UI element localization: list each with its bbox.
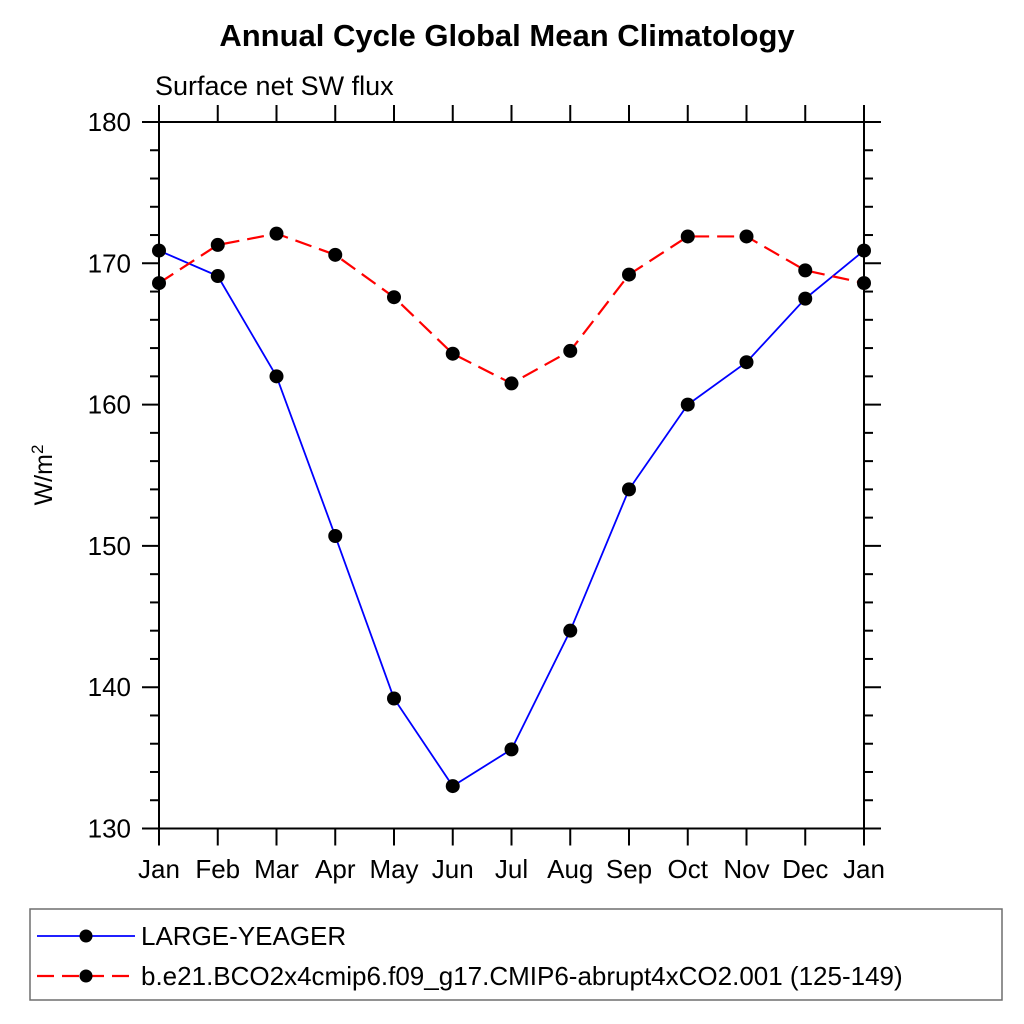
x-tick-label: Apr <box>315 854 356 884</box>
series-line-0 <box>158 249 865 788</box>
y-tick-label: 150 <box>88 531 131 561</box>
x-tick-label: Dec <box>782 854 828 884</box>
data-point-marker <box>504 376 519 391</box>
x-tick-label: Feb <box>195 854 240 884</box>
x-tick-label: Aug <box>547 854 593 884</box>
legend-box <box>29 908 1003 1001</box>
plot-frame <box>158 121 865 830</box>
x-tick-label: Sep <box>606 854 652 884</box>
legend-item-large-yeager: LARGE-YEAGER <box>37 921 346 951</box>
data-point-marker <box>739 355 754 370</box>
legend-marker-abrupt4xco2 <box>79 969 93 983</box>
data-point-marker <box>680 229 695 244</box>
data-point-marker <box>328 247 343 262</box>
y-tick-label: 180 <box>88 107 131 137</box>
data-point-marker <box>857 276 871 291</box>
y-tick-label: 140 <box>88 672 131 702</box>
data-point-marker <box>622 482 636 497</box>
data-point-marker <box>798 263 813 278</box>
data-point-marker <box>269 226 284 241</box>
data-point-marker <box>269 369 284 384</box>
x-tick-label: Jan <box>843 854 885 884</box>
data-point-marker <box>857 243 871 258</box>
legend-label-large-yeager: LARGE-YEAGER <box>141 921 346 951</box>
y-tick-label: 170 <box>88 248 131 278</box>
data-point-marker <box>210 237 225 252</box>
data-point-marker <box>152 276 166 291</box>
chart-title: Annual Cycle Global Mean Climatology <box>219 18 795 53</box>
data-point-marker <box>328 529 343 544</box>
legend-marker-large-yeager <box>79 929 93 943</box>
data-point-marker <box>445 346 460 361</box>
y-axis-label: W/m2 <box>28 445 58 506</box>
legend-item-abrupt4xco2: b.e21.BCO2x4cmip6.f09_g17.CMIP6-abrupt4x… <box>37 961 903 991</box>
x-tick-label: Jul <box>495 854 528 884</box>
data-point-marker <box>622 267 636 282</box>
data-point-marker <box>387 290 401 305</box>
data-point-marker <box>563 623 578 638</box>
data-point-marker <box>210 269 225 284</box>
data-point-marker <box>680 397 695 412</box>
legend-label-abrupt4xco2: b.e21.BCO2x4cmip6.f09_g17.CMIP6-abrupt4x… <box>141 961 903 991</box>
data-point-marker <box>445 779 460 794</box>
x-tick-label: Mar <box>254 854 299 884</box>
series-line-1 <box>158 232 865 385</box>
axes: Jan Feb Mar Apr May Jun Jul Aug Sep Oct Nov Dec Jan1… <box>88 105 885 884</box>
x-tick-label: Oct <box>668 854 709 884</box>
y-tick-label: 160 <box>88 390 131 420</box>
data-point-marker <box>739 229 754 244</box>
data-point-marker <box>504 742 519 757</box>
x-tick-label: May <box>369 854 418 884</box>
x-tick-label: Jun <box>432 854 474 884</box>
series-lines <box>152 226 871 794</box>
x-tick-label: Nov <box>723 854 769 884</box>
chart-subtitle: Surface net SW flux <box>155 71 394 101</box>
data-point-marker <box>563 343 578 358</box>
y-tick-label: 130 <box>88 814 131 844</box>
legend: LARGE-YEAGER b.e21.BCO2x4cmip6.f09_g17.C… <box>29 908 1003 1001</box>
data-point-marker <box>798 291 813 306</box>
data-point-marker <box>152 243 166 258</box>
x-tick-label: Jan <box>138 854 180 884</box>
data-point-marker <box>387 691 401 706</box>
